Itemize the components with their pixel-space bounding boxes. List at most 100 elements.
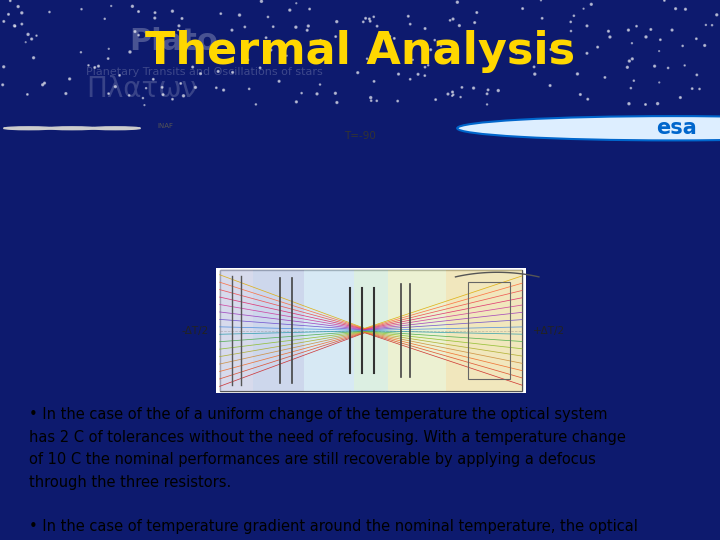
Point: [156, 83, 168, 92]
Point: [653, 47, 665, 56]
Point: [419, 71, 431, 80]
Bar: [220, 270, 522, 391]
Point: [331, 98, 343, 107]
Point: [699, 41, 711, 50]
Point: [700, 21, 711, 29]
Point: [382, 39, 393, 48]
Point: [210, 84, 222, 92]
Point: [302, 22, 314, 30]
Point: [311, 90, 323, 98]
Point: [291, 0, 302, 8]
Point: [103, 44, 114, 53]
Point: [215, 9, 227, 18]
Point: [302, 26, 313, 35]
Point: [623, 26, 634, 35]
Point: [679, 61, 690, 70]
Point: [553, 38, 564, 46]
Point: [173, 26, 184, 35]
Point: [364, 15, 375, 23]
Point: [694, 85, 706, 93]
Point: [109, 83, 121, 91]
Point: [9, 22, 20, 30]
Point: [105, 2, 117, 10]
Text: esa: esa: [657, 118, 697, 138]
Point: [89, 63, 101, 72]
Point: [114, 71, 125, 80]
Point: [360, 14, 372, 23]
Point: [265, 46, 276, 55]
Point: [626, 39, 638, 48]
Point: [455, 93, 467, 102]
Point: [575, 90, 586, 99]
Point: [93, 62, 104, 71]
Point: [405, 75, 416, 84]
Point: [372, 22, 383, 30]
Point: [132, 31, 144, 39]
Point: [407, 56, 418, 64]
Point: [243, 85, 255, 93]
Point: [442, 90, 454, 98]
Point: [290, 23, 302, 31]
Point: [659, 0, 670, 5]
Text: Planetary Transits and Oscillations of stars: Planetary Transits and Oscillations of s…: [86, 67, 323, 77]
Point: [446, 87, 458, 96]
Point: [22, 90, 33, 99]
Point: [187, 63, 199, 71]
Point: [425, 45, 436, 54]
Text: through the three resistors.: through the three resistors.: [29, 475, 231, 490]
Point: [631, 22, 642, 31]
Point: [430, 95, 441, 104]
Bar: [354, 270, 387, 391]
Point: [330, 32, 341, 41]
Point: [471, 8, 482, 17]
Point: [481, 100, 492, 109]
Point: [227, 68, 238, 77]
Circle shape: [90, 127, 140, 130]
Point: [60, 89, 71, 98]
Point: [625, 84, 636, 92]
Point: [578, 4, 590, 13]
Point: [581, 49, 593, 58]
Point: [167, 95, 179, 104]
Point: [454, 21, 465, 30]
Point: [592, 43, 603, 51]
Point: [218, 86, 230, 94]
Point: [314, 80, 325, 89]
Point: [444, 16, 456, 25]
Point: [686, 84, 698, 93]
Point: [585, 0, 597, 9]
Point: [242, 56, 253, 64]
Point: [76, 5, 87, 14]
Point: [621, 63, 633, 72]
Point: [628, 76, 639, 85]
Point: [176, 14, 188, 23]
Point: [645, 25, 657, 34]
Point: [680, 5, 691, 14]
Point: [16, 20, 27, 29]
Point: [446, 91, 458, 100]
Point: [0, 63, 9, 71]
Point: [624, 99, 635, 108]
Point: [468, 84, 480, 92]
Bar: [220, 270, 253, 391]
Circle shape: [47, 127, 97, 130]
Point: [239, 23, 251, 31]
Point: [331, 17, 343, 26]
Point: [364, 17, 376, 25]
Point: [262, 12, 274, 21]
Point: [254, 64, 266, 72]
Point: [662, 64, 674, 72]
Point: [402, 12, 414, 21]
Point: [482, 85, 494, 94]
Point: [190, 83, 202, 92]
Text: Πλατων: Πλατων: [86, 75, 197, 103]
Point: [103, 89, 114, 98]
Point: [174, 22, 185, 30]
Point: [469, 18, 480, 27]
Point: [384, 32, 395, 41]
Point: [194, 69, 206, 78]
Point: [22, 30, 34, 39]
Point: [0, 17, 9, 26]
Point: [666, 26, 678, 35]
Point: [572, 70, 583, 78]
